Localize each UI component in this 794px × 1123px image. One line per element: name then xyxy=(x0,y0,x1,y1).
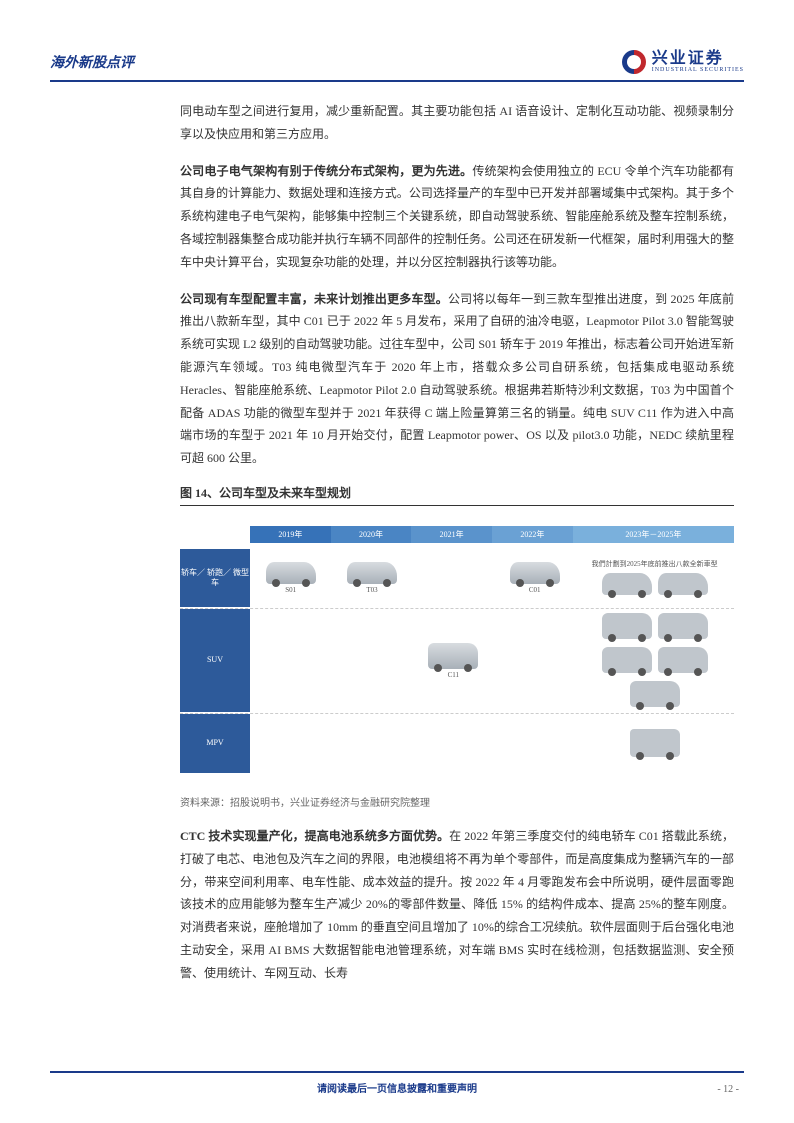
row-label-suv: SUV xyxy=(180,609,250,713)
cell-s01: S01 xyxy=(250,549,331,608)
timeline-2020: 2020年 xyxy=(331,526,412,543)
figure-source: 资料来源：招股说明书，兴业证券经济与金融研究院整理 xyxy=(180,794,734,809)
car-icon xyxy=(266,562,316,584)
footer-disclaimer: 请阅读最后一页信息披露和重要声明 xyxy=(50,1080,744,1095)
car-icon xyxy=(602,613,652,639)
timeline-2023-2025: 2023年－2025年 xyxy=(573,526,734,543)
car-icon xyxy=(347,562,397,584)
paragraph-2: 公司电子电气架构有别于传统分布式架构，更为先进。传统架构会使用独立的 ECU 令… xyxy=(180,160,734,274)
p3-body: 公司将以每年一到三款车型推出进度，到 2025 年底前推出八款新车型，其中 C0… xyxy=(180,292,734,466)
paragraph-4: CTC 技术实现量产化，提高电池系统多方面优势。在 2022 年第三季度交付的纯… xyxy=(180,825,734,985)
chart-row-mpv: MPV xyxy=(180,714,734,774)
car-icon xyxy=(428,643,478,669)
paragraph-3: 公司现有车型配置丰富，未来计划推出更多车型。公司将以每年一到三款车型推出进度，到… xyxy=(180,288,734,470)
figure-14-chart: 2019年 2020年 2021年 2022年 2023年－2025年 轿车／ … xyxy=(180,516,734,780)
logo-cn: 兴业证券 xyxy=(652,51,744,67)
cell-future-suv xyxy=(575,609,734,713)
cell-c11: C11 xyxy=(413,609,494,713)
p2-lead: 公司电子电气架构有别于传统分布式架构，更为先进。 xyxy=(180,164,472,178)
body-content: 同电动车型之间进行复用，减少重新配置。其主要功能包括 AI 语音设计、定制化互动… xyxy=(180,100,734,999)
figure-title: 图 14、公司车型及未来车型规划 xyxy=(180,484,734,506)
logo-icon xyxy=(622,50,646,74)
chart-row-suv: SUV C11 xyxy=(180,609,734,714)
bottom-rule xyxy=(50,1071,744,1073)
header-title: 海外新股点评 xyxy=(50,52,134,72)
brand-logo: 兴业证券 INDUSTRIAL SECURITIES xyxy=(622,50,744,74)
p4-body: 在 2022 年第三季度交付的纯电轿车 C01 搭载此系统，打破了电芯、电池包及… xyxy=(180,829,734,980)
top-rule xyxy=(50,80,744,82)
row-label-mpv: MPV xyxy=(180,714,250,774)
chart-row-sedan: 轿车／ 轿跑／ 微型车 S01 T03 C01 我們計劃到2025年底前推出八款… xyxy=(180,549,734,609)
cell-future-mpv xyxy=(575,714,734,774)
paragraph-1: 同电动车型之间进行复用，减少重新配置。其主要功能包括 AI 语音设计、定制化互动… xyxy=(180,100,734,146)
p4-lead: CTC 技术实现量产化，提高电池系统多方面优势。 xyxy=(180,829,449,843)
future-note: 我們計劃到2025年底前推出八款全新車型 xyxy=(592,559,718,569)
cell-future-sedan: 我們計劃到2025年底前推出八款全新車型 xyxy=(575,549,734,608)
car-icon xyxy=(602,573,652,595)
timeline-2022: 2022年 xyxy=(492,526,573,543)
cell-c01: C01 xyxy=(494,549,575,608)
car-icon xyxy=(602,647,652,673)
car-icon xyxy=(510,562,560,584)
car-icon xyxy=(658,573,708,595)
page-header: 海外新股点评 兴业证券 INDUSTRIAL SECURITIES xyxy=(50,50,744,74)
p2-body: 传统架构会使用独立的 ECU 令单个汽车功能都有其自身的计算能力、数据处理和连接… xyxy=(180,164,734,269)
p3-lead: 公司现有车型配置丰富，未来计划推出更多车型。 xyxy=(180,292,448,306)
timeline-2019: 2019年 xyxy=(250,526,331,543)
car-icon xyxy=(630,729,680,757)
car-icon xyxy=(658,613,708,639)
car-icon xyxy=(658,647,708,673)
page-number: - 12 - xyxy=(717,1084,739,1095)
car-icon xyxy=(630,681,680,707)
timeline-header: 2019年 2020年 2021年 2022年 2023年－2025年 xyxy=(250,526,734,543)
timeline-2021: 2021年 xyxy=(411,526,492,543)
cell-t03: T03 xyxy=(331,549,412,608)
row-label-sedan: 轿车／ 轿跑／ 微型车 xyxy=(180,549,250,608)
logo-en: INDUSTRIAL SECURITIES xyxy=(652,67,744,73)
